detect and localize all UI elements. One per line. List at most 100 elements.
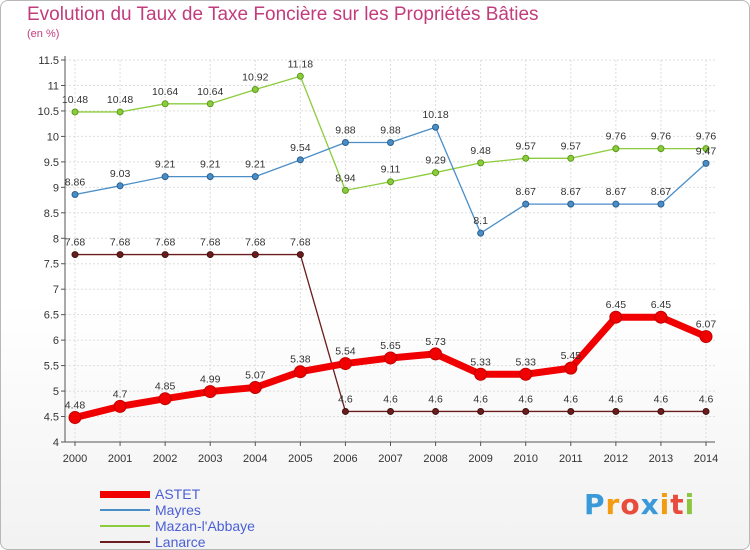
data-point-mazan-l-abbaye	[341, 186, 349, 194]
data-label-mazan-l-abbaye: 9.11	[381, 164, 401, 176]
data-label-mayres: 8.1	[473, 215, 488, 227]
data-label-mayres: 9.54	[290, 142, 311, 154]
data-point-mayres	[522, 200, 530, 208]
y-tick-label: 7	[53, 284, 59, 296]
data-point-astet	[113, 399, 127, 413]
data-label-lanarce: 4.6	[338, 393, 353, 405]
x-tick-label: 2014	[694, 453, 718, 465]
legend-swatch	[100, 525, 150, 527]
data-point-mayres	[71, 190, 79, 198]
data-label-mayres: 8.67	[561, 186, 582, 198]
data-point-astet	[158, 392, 172, 406]
data-label-mazan-l-abbaye: 9.29	[425, 155, 446, 167]
data-point-lanarce	[387, 407, 394, 415]
data-label-mazan-l-abbaye: 9.76	[696, 131, 717, 143]
data-label-lanarce: 7.68	[155, 237, 176, 249]
y-tick-label: 11.5	[38, 55, 59, 67]
x-tick-label: 2009	[468, 453, 492, 465]
data-label-mazan-l-abbaye: 10.48	[107, 94, 133, 106]
data-label-astet: 5.45	[561, 350, 582, 362]
legend-swatch	[100, 541, 150, 543]
data-label-mayres: 9.21	[245, 159, 266, 171]
data-point-lanarce	[612, 407, 620, 415]
data-label-mazan-l-abbaye: 9.76	[606, 131, 627, 143]
y-tick-label: 9	[53, 182, 59, 194]
x-tick-label: 2003	[198, 453, 222, 465]
data-point-astet	[293, 365, 307, 379]
data-label-lanarce: 4.6	[473, 393, 488, 405]
data-label-mazan-l-abbaye: 10.64	[152, 86, 178, 98]
data-point-mazan-l-abbaye	[702, 145, 710, 153]
data-point-mazan-l-abbaye	[206, 100, 214, 108]
data-point-lanarce	[206, 251, 214, 259]
data-point-mayres	[567, 200, 575, 208]
data-label-mayres: 8.86	[65, 176, 86, 188]
data-point-mazan-l-abbaye	[387, 178, 394, 186]
data-point-mayres	[657, 200, 665, 208]
data-point-lanarce	[477, 407, 485, 415]
data-point-lanarce	[161, 251, 169, 259]
legend-swatch	[100, 490, 150, 498]
data-label-astet: 5.07	[245, 370, 266, 382]
data-label-astet: 5.65	[380, 340, 401, 352]
data-label-mazan-l-abbaye: 10.48	[62, 94, 88, 106]
data-point-astet	[699, 330, 713, 344]
data-point-astet	[338, 357, 352, 371]
data-point-astet	[564, 361, 578, 375]
x-tick-label: 2007	[378, 453, 402, 465]
data-point-lanarce	[71, 251, 79, 259]
data-label-mazan-l-abbaye: 9.57	[561, 140, 582, 152]
y-tick-label: 11	[48, 80, 59, 92]
y-tick-label: 7.5	[44, 259, 59, 271]
data-point-astet	[429, 347, 443, 361]
legend-label: ASTET	[155, 486, 201, 502]
legend-label: Mayres	[155, 502, 201, 518]
x-tick-label: 2008	[423, 453, 447, 465]
x-tick-label: 2005	[288, 453, 312, 465]
y-tick-label: 4	[53, 437, 59, 449]
data-point-mazan-l-abbaye	[432, 169, 440, 177]
data-label-mayres: 9.03	[110, 168, 131, 180]
logo-letter: o	[620, 488, 641, 521]
x-tick-label: 2013	[649, 453, 673, 465]
data-label-lanarce: 7.68	[290, 237, 311, 249]
data-point-astet	[519, 367, 533, 381]
data-label-astet: 5.54	[335, 346, 356, 358]
data-label-mayres: 8.67	[515, 186, 536, 198]
data-point-mayres	[477, 229, 485, 237]
data-point-mazan-l-abbaye	[161, 100, 169, 108]
x-tick-label: 2010	[513, 453, 537, 465]
y-tick-label: 8.5	[44, 208, 59, 220]
data-point-mayres	[702, 159, 710, 167]
logo-letter: t	[670, 488, 685, 521]
y-tick-label: 4.5	[44, 412, 59, 424]
data-label-mazan-l-abbaye: 8.94	[335, 172, 356, 184]
data-point-lanarce	[567, 407, 575, 415]
data-label-lanarce: 7.68	[110, 237, 131, 249]
x-tick-label: 2002	[153, 453, 177, 465]
y-tick-label: 10	[47, 131, 59, 143]
logo-letter: P	[584, 488, 606, 521]
y-tick-label: 10.5	[38, 106, 59, 118]
data-point-mazan-l-abbaye	[612, 145, 620, 153]
data-label-lanarce: 7.68	[245, 237, 266, 249]
data-point-mazan-l-abbaye	[567, 154, 575, 162]
logo-letter: i	[684, 488, 696, 521]
data-point-mazan-l-abbaye	[522, 154, 530, 162]
data-point-astet	[654, 310, 668, 324]
y-tick-label: 5.5	[44, 361, 59, 373]
y-tick-label: 6	[53, 335, 59, 347]
data-point-astet	[203, 385, 217, 399]
data-label-lanarce: 4.6	[383, 393, 398, 405]
data-label-mayres: 9.88	[380, 125, 401, 137]
data-label-mayres: 9.88	[335, 125, 356, 137]
x-tick-label: 2011	[559, 453, 583, 465]
data-label-astet: 6.45	[651, 299, 672, 311]
data-point-lanarce	[251, 251, 259, 259]
chart-title: Evolution du Taux de Taxe Foncière sur l…	[27, 4, 539, 25]
data-point-mayres	[341, 139, 349, 147]
data-label-lanarce: 7.68	[200, 237, 221, 249]
data-point-astet	[68, 411, 82, 425]
data-label-lanarce: 4.6	[654, 393, 669, 405]
